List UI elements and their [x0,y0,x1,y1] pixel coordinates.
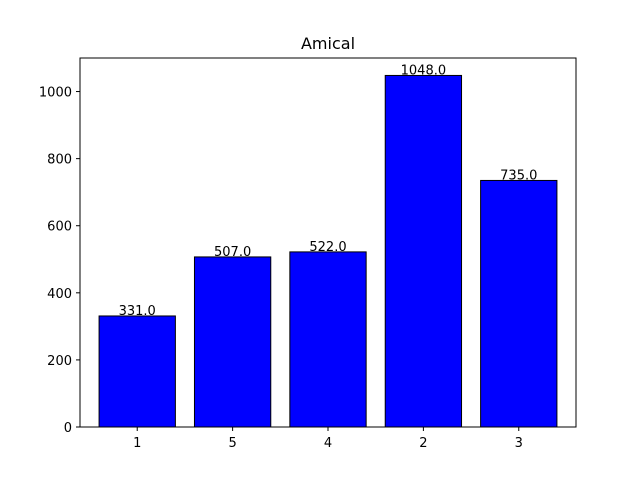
x-tick-label: 4 [324,436,332,451]
y-tick-label: 200 [47,354,72,369]
bar-1 [98,315,176,428]
x-tick-label: 5 [228,436,236,451]
data-label-4: 522.0 [309,240,346,255]
data-label-1: 331.0 [119,304,156,319]
bar-5 [193,256,272,428]
chart-title: Amical [301,34,355,53]
x-tick-label: 1 [133,436,141,451]
y-tick-label: 800 [47,153,72,168]
plot-frame [79,57,577,428]
y-tick-label: 600 [47,220,72,235]
data-label-2: 1048.0 [401,63,447,78]
x-tick-label: 3 [515,436,523,451]
y-axis-ticks: 0 200 400 600 800 1000 [39,86,80,436]
y-tick-label: 400 [47,287,72,302]
y-tick-label: 1000 [39,86,72,101]
bar-2 [384,74,463,428]
bar-3 [480,179,558,428]
data-label-5: 507.0 [214,245,251,260]
data-labels-group: 331.0 507.0 522.0 1048.0 735.0 [119,63,538,319]
x-tick-label: 2 [419,436,427,451]
y-tick-label: 0 [64,421,72,436]
x-axis-ticks: 1 5 4 2 3 [133,427,523,451]
data-label-3: 735.0 [500,168,537,183]
bars-group [98,74,558,428]
bar-4 [289,251,367,428]
